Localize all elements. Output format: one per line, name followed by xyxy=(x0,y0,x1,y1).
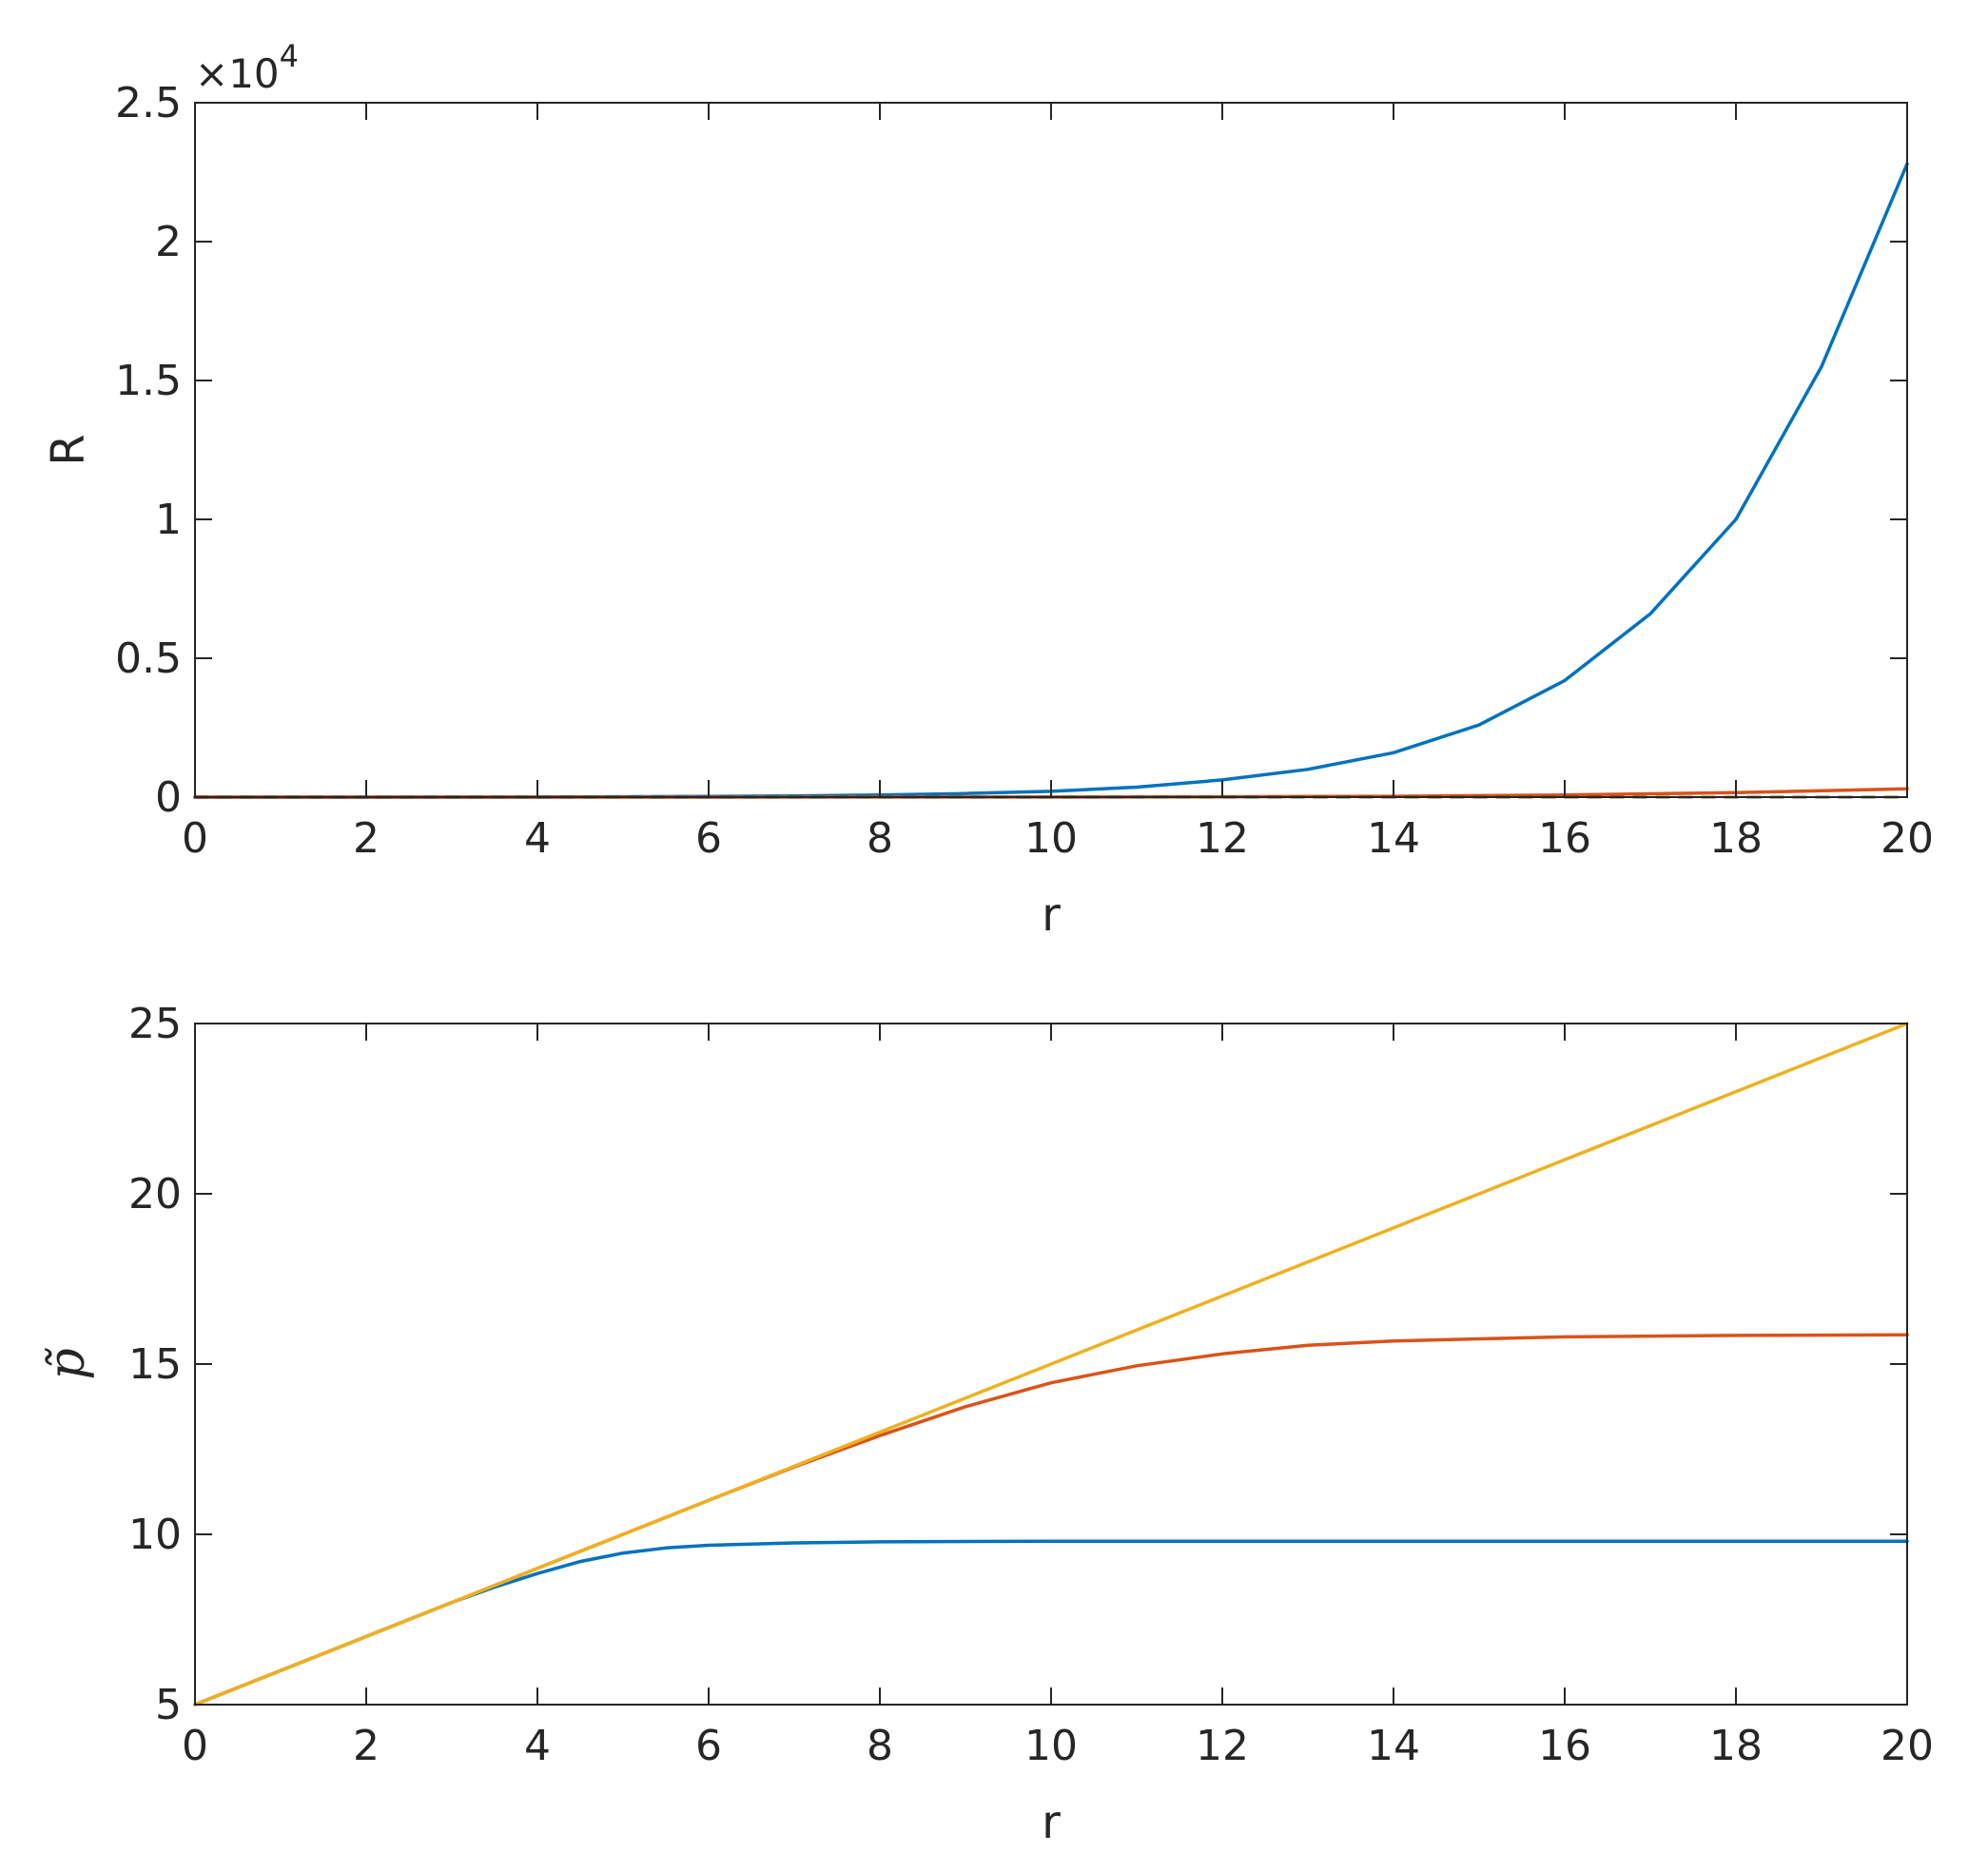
top-series-group xyxy=(193,162,1909,799)
top-ticks-group: 0 2 4 6 8 10 12 14 16 18 20 0 0.5 1 1.5 2 2.5 xyxy=(115,79,1934,863)
bottom-x-tick-label: 4 xyxy=(524,1722,551,1770)
top-series-line-1 xyxy=(193,162,1909,799)
bottom-x-axis-label: r xyxy=(1042,1796,1061,1849)
top-x-tick-label: 6 xyxy=(695,814,722,863)
exponent-power: 4 xyxy=(280,38,299,74)
top-y-tick-label: 0.5 xyxy=(115,634,182,683)
top-x-tick-label: 20 xyxy=(1881,814,1934,863)
exponent-base: ×10 xyxy=(195,50,280,97)
top-x-tick-label: 8 xyxy=(867,814,893,863)
top-axes-frame xyxy=(194,102,1908,798)
bottom-x-tick-label: 12 xyxy=(1196,1722,1249,1770)
top-x-tick-label: 10 xyxy=(1024,814,1078,863)
top-x-tick-label: 0 xyxy=(182,814,208,863)
top-y-tick-label: 1 xyxy=(155,496,182,544)
bottom-x-tick-label: 2 xyxy=(353,1722,380,1770)
top-y-exponent-label: ×104 xyxy=(195,38,299,97)
top-x-axis-label: r xyxy=(1042,888,1061,942)
bottom-x-tick-label: 6 xyxy=(695,1722,722,1770)
top-y-axis-label: R xyxy=(42,434,95,465)
top-y-tick-label: 0 xyxy=(155,773,182,822)
bottom-series-group xyxy=(193,1022,1909,1707)
bottom-x-tick-label: 14 xyxy=(1367,1722,1420,1770)
bottom-axes-frame xyxy=(194,1023,1908,1706)
bottom-y-tick-label: 15 xyxy=(128,1340,182,1389)
top-y-tick-label: 1.5 xyxy=(115,357,182,405)
bottom-x-tick-label: 18 xyxy=(1709,1722,1763,1770)
top-y-tick-label: 2 xyxy=(155,218,182,266)
bottom-series-line-3 xyxy=(193,1022,1909,1707)
bottom-ticks-group: 0 2 4 6 8 10 12 14 16 18 20 5 10 15 20 25 xyxy=(128,1000,1934,1770)
bottom-axes: 0 2 4 6 8 10 12 14 16 18 20 5 10 15 20 25 r p̃ xyxy=(39,1000,1934,1849)
bottom-y-tick-label: 20 xyxy=(128,1170,182,1219)
top-x-tick-label: 16 xyxy=(1538,814,1591,863)
bottom-series-line-1 xyxy=(193,1539,1909,1707)
bottom-y-axis-label: p̃ xyxy=(39,1348,96,1380)
top-x-tick-label: 2 xyxy=(353,814,380,863)
bottom-x-tick-label: 8 xyxy=(867,1722,893,1770)
bottom-x-tick-label: 10 xyxy=(1024,1722,1078,1770)
top-x-tick-label: 12 xyxy=(1196,814,1249,863)
bottom-y-tick-label: 5 xyxy=(155,1681,182,1729)
top-x-tick-label: 18 xyxy=(1709,814,1763,863)
top-y-tick-label: 2.5 xyxy=(115,79,182,127)
bottom-y-tick-label: 10 xyxy=(128,1511,182,1559)
bottom-y-tick-label: 25 xyxy=(128,1000,182,1048)
top-x-tick-label: 14 xyxy=(1367,814,1420,863)
bottom-series-line-2 xyxy=(193,1333,1909,1707)
bottom-x-tick-label: 20 xyxy=(1881,1722,1934,1770)
bottom-x-tick-label: 16 xyxy=(1538,1722,1591,1770)
bottom-x-tick-label: 0 xyxy=(182,1722,208,1770)
top-x-tick-label: 4 xyxy=(524,814,551,863)
